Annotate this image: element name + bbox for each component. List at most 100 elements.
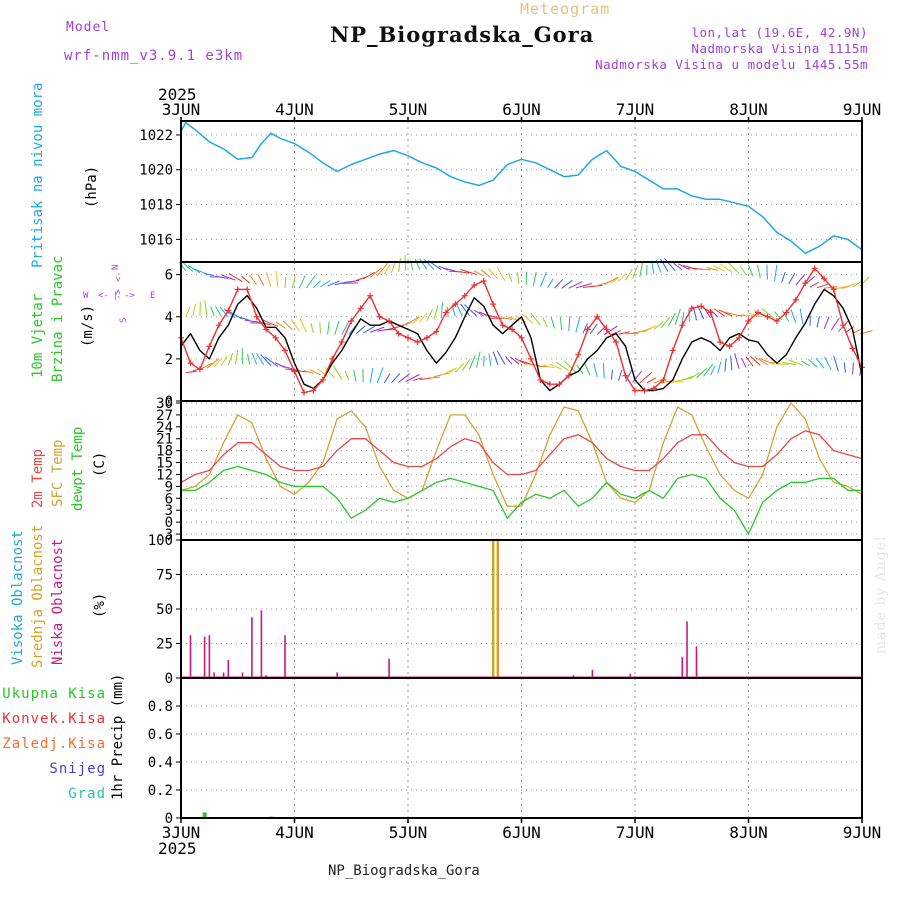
wind-barb [556,361,570,372]
wind-barb [610,369,614,380]
y-tick-label: 2 [165,352,173,368]
wind-gust-marker [215,322,222,329]
wind-barb [696,367,708,379]
wind-gust-marker [291,368,298,375]
wind-gust-marker [575,351,582,358]
wind-gust-marker [471,282,478,289]
wind-gust-marker [386,317,393,324]
wind-barb [653,321,664,330]
wind-barb [464,304,477,317]
wind-gust-marker [348,317,355,324]
wind-gust-marker [802,280,809,287]
wind-barb [724,358,727,372]
wind-barb [215,306,222,317]
cloud-bar [260,610,263,678]
wind-barb [192,267,208,275]
wind-barb [761,308,775,320]
wind-gust-marker [480,277,487,284]
wind-barb [220,355,228,367]
wind-barb [604,277,619,285]
wind-barb [383,264,391,275]
cloud-bar [222,672,225,678]
wind-barb [735,314,747,317]
wind-barb [291,276,296,289]
wind-barb [516,272,520,284]
wind-barb [845,325,855,334]
wind-gust-marker [187,360,194,367]
wind-barb [327,321,330,335]
wind-gust-marker [329,355,336,362]
wind-barb [739,265,747,276]
x-tick-label: 8JUN [729,100,768,119]
y-tick-label: 3 [165,503,173,519]
wind-barb [823,316,830,330]
y-tick-label: 6 [165,491,173,507]
wind-barb [298,275,306,289]
wind-barb [833,355,839,372]
wind-barb [611,276,620,284]
wind-barb [192,303,196,317]
wind-barb [539,271,547,288]
x-tick-label: 5JUN [389,100,428,119]
wind-barb [215,275,229,280]
wind-barb [717,361,722,374]
wind-barb [667,312,676,327]
wind-gust-marker [282,347,289,354]
wind-rose-glyph: N <- -> S W <- | -> E [83,265,155,323]
wind-barb [324,366,336,379]
wind-barb [496,350,506,365]
wind-barb [688,309,690,322]
wind-barb [419,258,428,270]
cloud-bar [203,636,206,678]
wind-barb [327,280,340,287]
y-tick-label: 100 [148,533,173,549]
wind-barb [348,325,356,335]
wind-barb [596,324,608,335]
wind-barb [824,285,838,289]
wind-barb [734,353,740,369]
wind-barb [398,373,410,383]
wind-barb [502,317,513,320]
wind-barb [334,320,340,335]
wind-barb [183,262,194,273]
wind-barb [474,309,484,317]
wind-barb [426,376,440,379]
x-tick-label: 9JUN [843,823,882,842]
wind-barb [625,369,633,382]
x-tick-label: 4JUN [275,823,314,842]
wind-gust-marker [707,309,714,316]
wind-barb [674,308,681,325]
wind-rose-e: E [150,291,155,301]
wind-gust-marker [509,326,516,333]
wind-gust-marker [849,345,856,352]
wind-gust-marker [452,301,459,308]
y-tick-label: 6 [165,268,173,284]
wind-gust-marker [357,305,364,312]
wind-barb [542,317,548,328]
wind-barb [584,363,591,376]
wind-barb [663,257,676,271]
wind-gust-marker [244,286,251,293]
precip-bar [202,812,207,818]
wind-barb [256,353,265,366]
y-tick-label: 0.4 [148,755,173,771]
wind-barb [625,268,633,281]
wind-barb [561,279,573,289]
wind-barb [185,370,197,374]
wind-gust-marker [206,343,213,350]
wind-barb [348,279,360,283]
wind-barb [460,269,477,275]
y-tick-label: 27 [156,408,173,424]
wind-barb [369,326,385,333]
wind-gust-marker [584,326,591,333]
wind-barb [204,300,208,316]
x-tick-label: 7JUN [616,100,655,119]
wind-barb [852,280,863,288]
wind-barb [405,374,420,383]
wind-barb [593,363,598,378]
wind-barb [454,270,470,274]
wind-barb [632,370,643,383]
wind-barb [492,351,499,366]
wind-gust-marker [641,387,648,394]
